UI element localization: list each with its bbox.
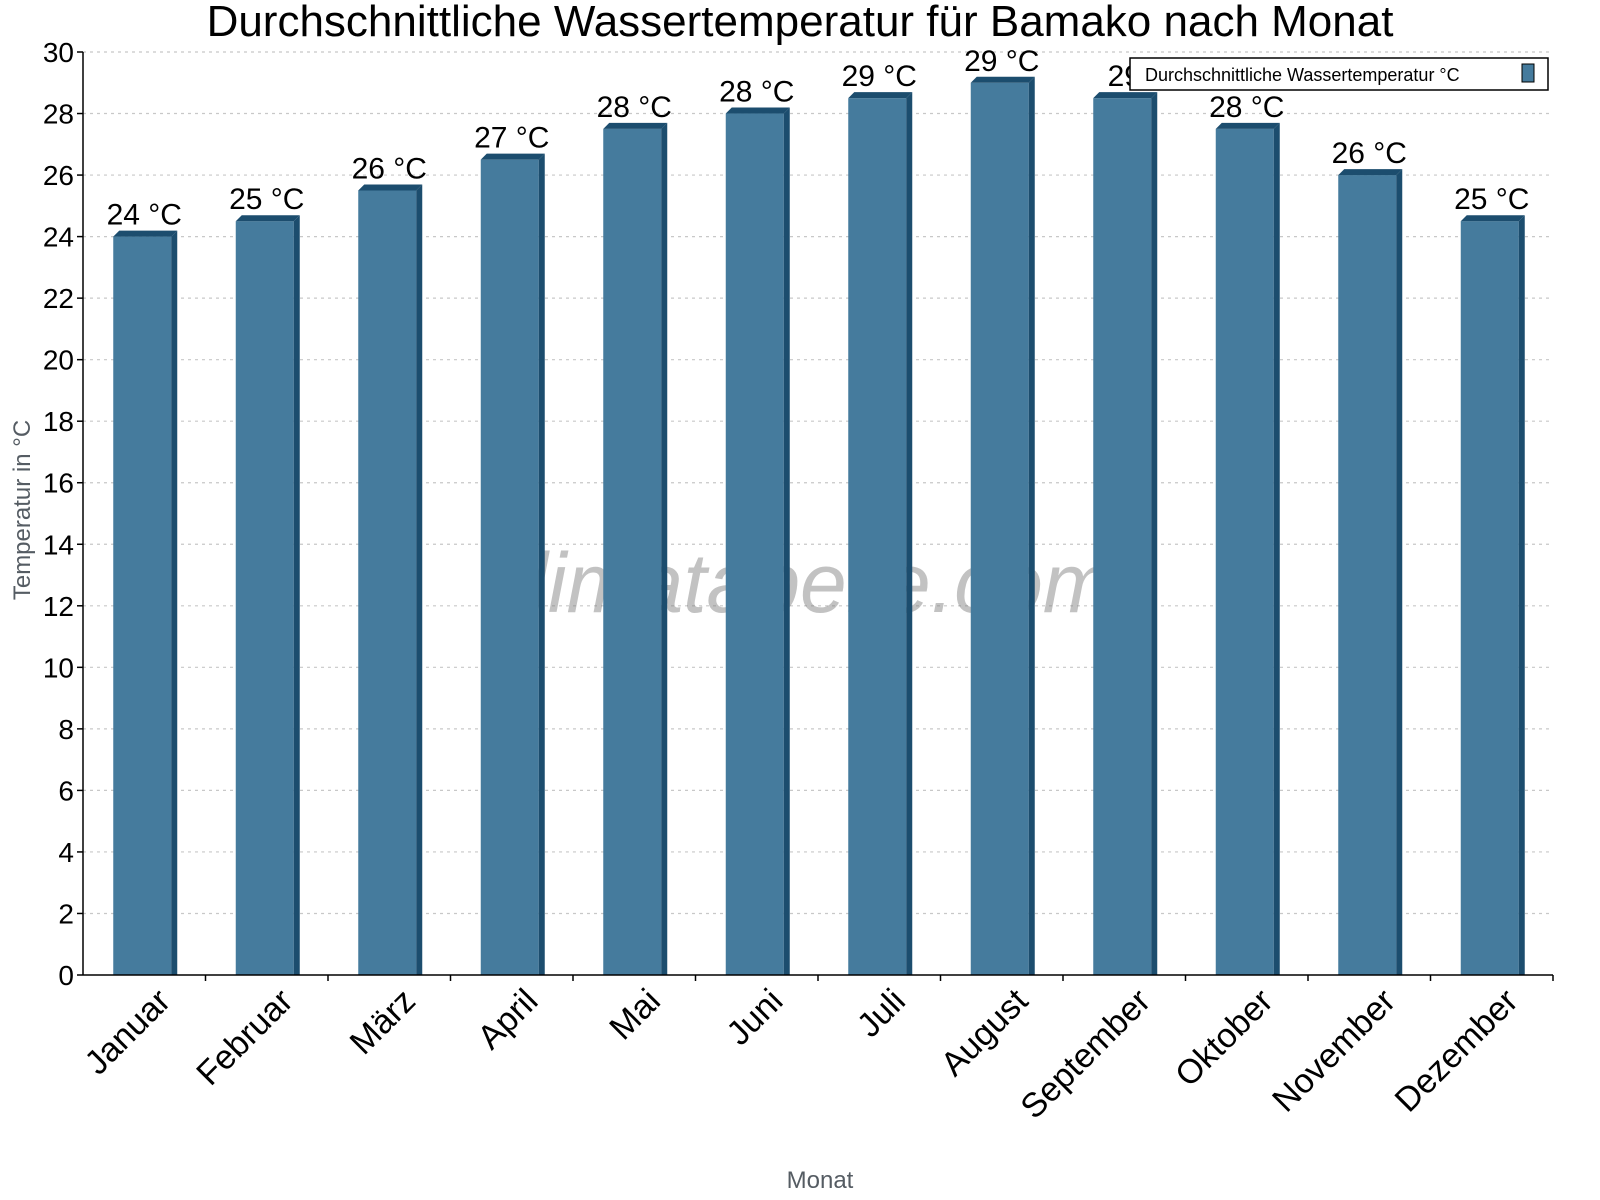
bar (1215, 128, 1274, 975)
bar-side (661, 122, 668, 975)
bar-top (1460, 215, 1525, 222)
y-tick-label: 12 (43, 591, 74, 622)
bar (970, 82, 1029, 976)
bar (235, 221, 294, 975)
y-axis-label: Temperatur in °C (9, 420, 36, 600)
y-tick-label: 6 (58, 775, 74, 806)
bar-top (970, 76, 1035, 83)
y-tick-label: 2 (58, 898, 74, 929)
y-tick-label: 30 (43, 37, 74, 68)
bar-group: 26 °C (352, 152, 427, 975)
bar-value-label: 29 °C (842, 60, 917, 93)
bar-group: 25 °C (229, 183, 304, 975)
bar-side (783, 107, 790, 976)
x-tick-label: August (934, 981, 1036, 1083)
bar-side (1028, 76, 1035, 976)
x-axis: Januar Februar März April Mai Juni Juli AugustS… (78, 974, 1554, 1126)
y-tick-label: 8 (58, 714, 74, 745)
bar-top (235, 215, 300, 222)
bar (848, 98, 907, 975)
bar-side (293, 215, 300, 975)
y-tick-label: 26 (43, 160, 74, 191)
bar-group: 28 °C (1209, 91, 1284, 975)
bar-top (480, 153, 545, 160)
bar-side (416, 184, 423, 975)
bar-side (1396, 169, 1403, 976)
bar (1338, 175, 1397, 976)
bar-value-label: 25 °C (1454, 183, 1529, 216)
y-tick-label: 24 (43, 222, 74, 253)
bar-group: 29 (1093, 60, 1158, 975)
bar-side (538, 153, 545, 975)
bar-group: 24 °C (107, 199, 182, 976)
y-tick-label: 4 (58, 837, 74, 868)
bar-side (1518, 215, 1525, 975)
x-tick-label: Juni (719, 982, 790, 1053)
x-tick-label: Februar (189, 982, 300, 1093)
x-axis-label: Monat (787, 1167, 854, 1194)
bar-group: 28 °C (597, 91, 672, 975)
bar (480, 159, 539, 975)
bar-value-label: 27 °C (474, 122, 549, 155)
y-tick-label: 18 (43, 406, 74, 437)
bar-value-label: 26 °C (1332, 137, 1407, 170)
bar-group: 25 °C (1454, 183, 1529, 975)
x-tick-label: Juli (850, 982, 913, 1045)
bar-side (1151, 92, 1158, 975)
y-tick-label: 0 (58, 960, 74, 991)
bar-group: 29 °C (842, 60, 917, 975)
y-tick-label: 28 (43, 99, 74, 130)
x-tick-label: November (1265, 982, 1403, 1120)
bar-group: 26 °C (1332, 137, 1407, 976)
x-tick-label: April (470, 982, 545, 1057)
bar-top (725, 107, 790, 114)
bar-top (848, 92, 913, 99)
bar-value-label: 24 °C (107, 199, 182, 232)
chart-title: Durchschnittliche Wassertemperatur für B… (207, 0, 1394, 46)
bar-side (171, 230, 178, 976)
y-tick-label: 20 (43, 345, 74, 376)
legend: Durchschnittliche Wassertemperatur °C (1129, 57, 1549, 91)
bar-value-label: 28 °C (597, 91, 672, 124)
legend-label: Durchschnittliche Wassertemperatur °C (1145, 65, 1460, 85)
bar (725, 113, 784, 976)
bars: 24 °C 25 °C 26 °C 27 °C 28 °C 28 °C 29 °C 29 °C… (107, 45, 1529, 976)
bar-group: 27 °C (474, 122, 549, 975)
gridlines (83, 51, 1553, 915)
bar-top (113, 230, 178, 237)
y-tick-label: 10 (43, 652, 74, 683)
bar-value-label: 29 °C (964, 45, 1039, 78)
bar (603, 128, 662, 975)
x-tick-label: September (1013, 982, 1157, 1126)
y-tick-label: 22 (43, 283, 74, 314)
bar-side (906, 92, 913, 975)
bar-top (1215, 122, 1280, 129)
y-tick-label: 16 (43, 468, 74, 499)
bar-group: 29 °C (964, 45, 1039, 976)
bar-value-label: 25 °C (229, 183, 304, 216)
legend-box (1129, 57, 1549, 91)
y-tick-label: 14 (43, 529, 74, 560)
bar-top (1338, 169, 1403, 176)
bar (358, 190, 417, 975)
legend-swatch (1521, 63, 1535, 83)
bar-value-label: 26 °C (352, 152, 427, 185)
bar-group: 28 °C (719, 76, 794, 976)
bar-value-label: 28 °C (719, 76, 794, 109)
bar-top (1093, 92, 1158, 99)
bar (1460, 221, 1519, 975)
bar (113, 236, 172, 976)
bar-top (358, 184, 423, 191)
bar-side (1273, 122, 1280, 975)
x-tick-label: März (343, 982, 423, 1062)
x-tick-label: Januar (78, 982, 178, 1082)
x-tick-label: Dezember (1388, 982, 1526, 1120)
bar (1093, 98, 1152, 975)
x-tick-label: Mai (602, 982, 668, 1048)
x-tick-label: Oktober (1168, 982, 1280, 1094)
bar-top (603, 122, 668, 129)
bar-value-label: 28 °C (1209, 91, 1284, 124)
